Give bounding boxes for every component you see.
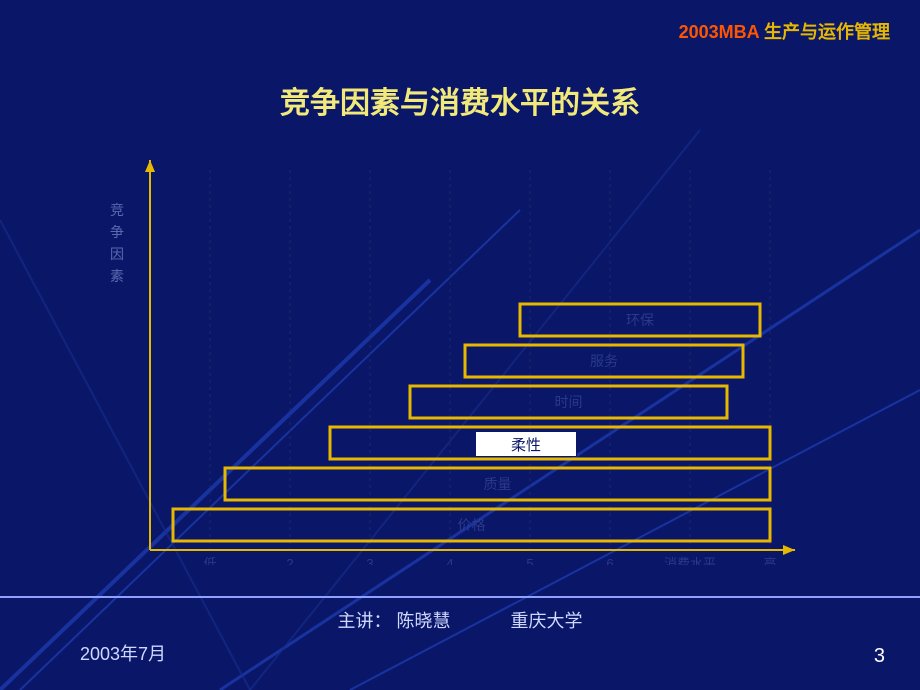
svg-text:服务: 服务 [590, 353, 618, 369]
chart-area: 低 2 3 4 5 6 消费水平 高 竞争因素价格 质量 时间 服务 环保 柔性 [95, 155, 825, 565]
svg-text:2: 2 [286, 556, 293, 565]
course-code: 2003MBA [679, 22, 759, 42]
page-number: 3 [874, 645, 885, 668]
svg-text:时间: 时间 [555, 394, 583, 410]
svg-text:6: 6 [606, 556, 613, 565]
svg-text:竞: 竞 [110, 202, 124, 218]
svg-text:3: 3 [366, 556, 373, 565]
svg-text:环保: 环保 [626, 312, 654, 328]
lecturer-name: 陈晓慧 [397, 611, 451, 631]
course-name: 生产与运作管理 [764, 22, 890, 42]
svg-text:5: 5 [526, 556, 533, 565]
svg-text:消费水平: 消费水平 [664, 556, 716, 565]
svg-text:4: 4 [446, 556, 453, 565]
footer-rule [0, 596, 920, 598]
svg-text:高: 高 [763, 556, 776, 565]
course-header: 2003MBA 生产与运作管理 [679, 18, 890, 44]
footer-date: 2003年7月 [80, 640, 166, 666]
svg-text:质量: 质量 [484, 476, 512, 492]
slide-title: 竞争因素与消费水平的关系 [0, 78, 920, 122]
university: 重庆大学 [511, 611, 583, 631]
svg-text:价格: 价格 [458, 517, 486, 533]
slide: 2003MBA 生产与运作管理 竞争因素与消费水平的关系 低 2 3 4 5 6 消费水平 高… [0, 0, 920, 690]
lecturer-line: 主讲： 陈晓慧 重庆大学 [0, 607, 920, 633]
svg-text:因: 因 [110, 246, 124, 262]
lecturer-prefix: 主讲： [337, 611, 391, 631]
svg-text:争: 争 [110, 224, 124, 240]
svg-text:低: 低 [203, 556, 216, 565]
svg-text:素: 素 [110, 268, 124, 284]
bar-highlight: 柔性 [475, 431, 577, 457]
